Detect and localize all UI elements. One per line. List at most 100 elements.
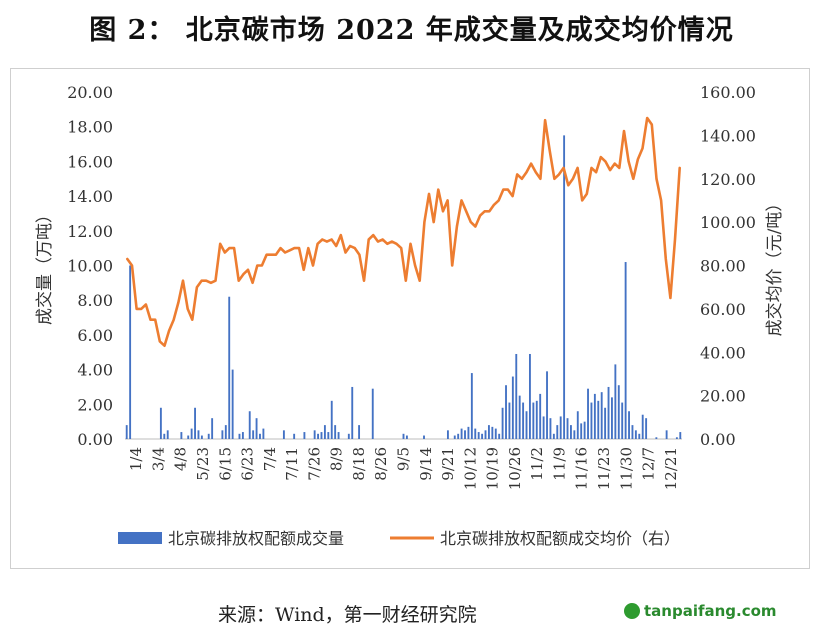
volume-bar	[542, 416, 545, 439]
volume-bar	[556, 425, 559, 439]
left-tick-label: 14.00	[67, 187, 113, 206]
left-tick-label: 0.00	[77, 430, 113, 449]
volume-bar	[238, 433, 241, 439]
x-tick-label: 11/16	[573, 447, 591, 490]
volume-bar	[187, 435, 190, 439]
volume-bar	[491, 426, 494, 439]
volume-bar	[549, 418, 552, 439]
figure-title: 图 2： 北京碳市场 2022 年成交量及成交均价情况	[89, 15, 734, 46]
volume-bar	[477, 432, 480, 439]
volume-bar	[248, 411, 251, 439]
left-tick-label: 20.00	[67, 83, 113, 102]
volume-bar	[624, 262, 627, 439]
volume-bar	[252, 430, 255, 439]
volume-bar	[617, 385, 620, 439]
x-tick-label: 5/23	[194, 447, 212, 481]
volume-bar	[129, 265, 132, 439]
volume-bar	[255, 418, 258, 439]
volume-bar	[166, 430, 169, 439]
volume-bar	[228, 296, 231, 439]
volume-bar	[467, 426, 470, 439]
right-tick-label: 80.00	[700, 257, 746, 276]
volume-bar	[402, 433, 405, 439]
volume-bar	[334, 425, 337, 439]
x-tick-label: 10/26	[506, 447, 524, 490]
left-axis-title: 成交量（万吨）	[35, 206, 55, 325]
volume-bar	[511, 376, 514, 439]
volume-bar	[211, 418, 214, 439]
volume-bar	[337, 432, 340, 439]
volume-bar	[528, 353, 531, 439]
volume-bar	[628, 411, 630, 439]
volume-bar	[163, 433, 166, 439]
volume-bar	[593, 393, 596, 439]
volume-bar	[494, 428, 497, 439]
volume-bar	[470, 373, 473, 439]
volume-bar	[259, 433, 261, 439]
left-tick-label: 10.00	[67, 257, 113, 276]
x-tick-label: 7/4	[261, 447, 279, 471]
volume-bar	[621, 402, 624, 439]
volume-bar	[563, 135, 566, 439]
volume-bar	[604, 407, 607, 439]
volume-bar	[180, 432, 183, 439]
right-tick-label: 160.00	[700, 83, 756, 102]
x-tick-label: 7/26	[305, 447, 323, 481]
volume-bar	[224, 425, 227, 439]
volume-bar	[570, 425, 572, 439]
chart-frame	[10, 68, 810, 569]
volume-bar	[323, 425, 326, 439]
right-tick-label: 0.00	[700, 430, 736, 449]
x-tick-label: 10/12	[461, 447, 479, 490]
volume-bar	[330, 400, 333, 439]
volume-bar	[587, 388, 589, 439]
volume-bar	[590, 402, 593, 439]
x-tick-label: 1/4	[127, 447, 145, 471]
price-series-line	[126, 116, 682, 348]
volume-bar	[631, 425, 634, 439]
volume-bar	[576, 411, 579, 439]
x-tick-label: 9/21	[439, 447, 457, 481]
x-tick-label: 11/23	[595, 447, 613, 490]
x-tick-label: 8/18	[350, 447, 368, 481]
chart-legend: 北京碳排放权配额成交量 北京碳排放权配额成交均价（右）	[118, 529, 680, 548]
volume-bar	[460, 428, 463, 439]
x-tick-label: 8/26	[372, 447, 390, 481]
volume-bar	[200, 435, 203, 439]
volume-bar	[638, 433, 641, 439]
volume-bar	[525, 411, 528, 439]
x-tick-label: 9/5	[395, 447, 413, 471]
volume-bar	[614, 364, 617, 439]
volume-bar	[293, 433, 296, 439]
price-line	[126, 116, 682, 348]
volume-bar	[675, 437, 678, 439]
x-tick-label: 12/7	[640, 447, 658, 481]
volume-bar	[282, 430, 285, 439]
x-tick-label: 3/4	[149, 447, 167, 471]
volume-bar	[317, 433, 320, 439]
left-tick-label: 6.00	[77, 326, 113, 345]
volume-bar	[405, 435, 408, 439]
legend-bar-label: 北京碳排放权配额成交量	[168, 529, 344, 548]
right-tick-label: 60.00	[700, 300, 746, 319]
x-tick-label: 4/8	[172, 447, 190, 471]
volume-bar	[655, 437, 658, 439]
volume-bar	[583, 421, 586, 439]
volume-bar	[607, 386, 610, 439]
volume-bar	[559, 416, 562, 439]
left-tick-label: 18.00	[67, 118, 113, 137]
x-tick-label: 6/15	[216, 447, 234, 481]
right-tick-label: 140.00	[700, 126, 756, 145]
volume-bar	[481, 433, 484, 439]
volume-bar	[446, 430, 449, 439]
volume-bar	[505, 385, 507, 439]
right-tick-label: 120.00	[700, 170, 756, 189]
volume-bar	[645, 418, 648, 439]
leaf-logo-icon	[624, 603, 640, 619]
left-tick-label: 4.00	[77, 361, 113, 380]
volume-bar	[546, 371, 548, 439]
volume-bar	[453, 435, 456, 439]
volume-bar	[231, 369, 234, 439]
volume-bar	[580, 423, 583, 439]
volume-bar	[600, 392, 603, 439]
